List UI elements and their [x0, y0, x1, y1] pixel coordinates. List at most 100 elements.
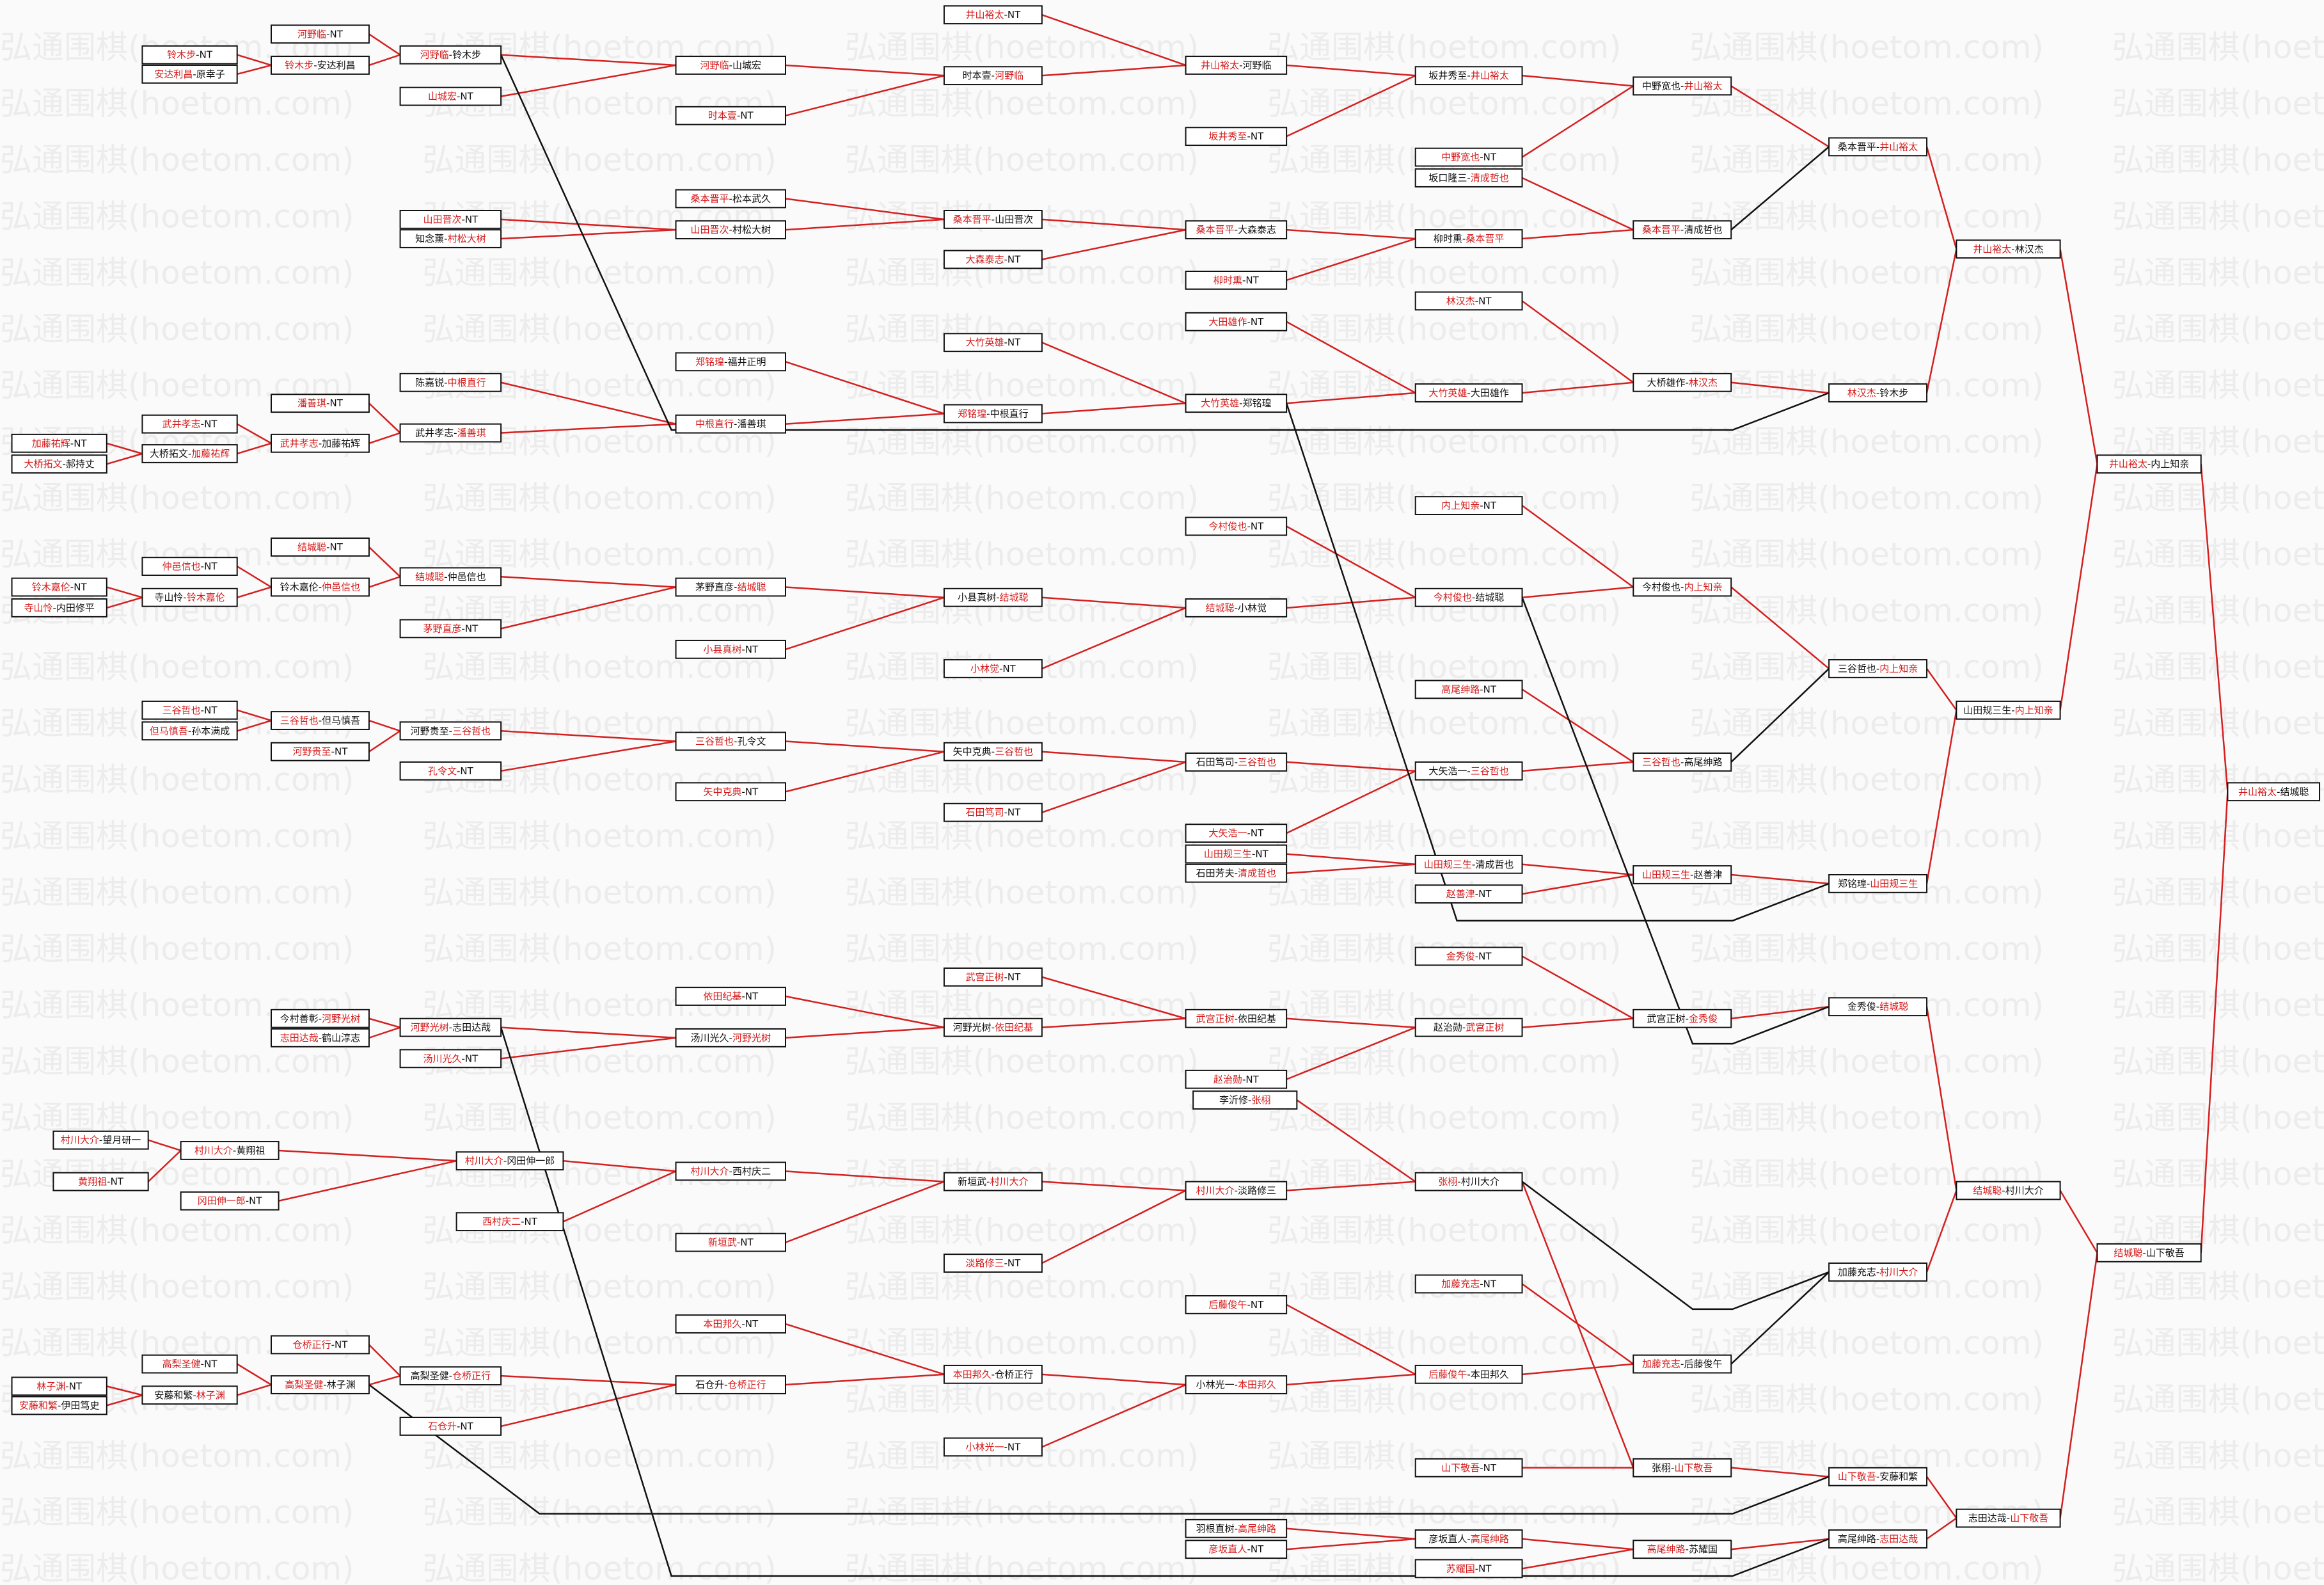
- player-name: NT: [460, 765, 473, 777]
- player-name: 林汉杰: [1446, 295, 1475, 307]
- connector-line: [501, 1374, 676, 1386]
- player-name: -: [70, 438, 74, 449]
- player-name: -: [193, 68, 196, 80]
- match-node: 河野贵至-NT: [271, 742, 370, 761]
- player-name: -: [1247, 316, 1250, 328]
- connector-line: [278, 1159, 457, 1202]
- player-name: 高尾绅路: [1684, 756, 1722, 768]
- connector-line: [1730, 146, 1830, 231]
- player-name: NT: [1008, 1257, 1021, 1269]
- match-node: 林子渊-NT: [11, 1376, 107, 1396]
- player-name: 原幸子: [196, 68, 225, 80]
- match-node: 加藤祐辉-NT: [11, 433, 107, 453]
- connector-line: [1041, 751, 1186, 763]
- watermark-text: 弘通围棋(hoetom.com): [1689, 1325, 2044, 1362]
- match-node: 坂井秀至-NT: [1185, 127, 1288, 147]
- match-box: [141, 64, 238, 84]
- player-name: -: [1467, 1533, 1470, 1545]
- match-node: 石仓升-NT: [399, 1417, 502, 1436]
- match-box: [1414, 1364, 1523, 1384]
- match-label: 李沂修-张栩: [1219, 1094, 1270, 1106]
- connector-line: [785, 1170, 944, 1183]
- player-name: NT: [465, 1053, 478, 1064]
- player-name: 今村俊也: [1434, 592, 1472, 603]
- watermark-text: 弘通围棋(hoetom.com): [845, 874, 1199, 911]
- player-name: 孔令文: [428, 765, 457, 777]
- player-name: -: [2277, 786, 2280, 797]
- player-name: 中野宽也: [1441, 152, 1480, 163]
- player-name: 仓桥正行: [995, 1369, 1033, 1380]
- player-name: -: [992, 214, 995, 225]
- player-name: 仲邑信也: [322, 582, 360, 593]
- match-label: 武井孝志-潘善琪: [415, 427, 486, 439]
- match-box: [1192, 1090, 1298, 1110]
- match-box: [1414, 884, 1523, 904]
- connector-line: [237, 1383, 272, 1396]
- match-node: 林汉杰-铃木步: [1828, 383, 1928, 402]
- match-label: 山田规三生-内上知亲: [1963, 705, 2053, 716]
- player-name: 村川大介: [691, 1165, 729, 1177]
- match-node: 中野宽也-井山裕太: [1632, 76, 1732, 96]
- match-node: 赵治勋-NT: [1185, 1069, 1288, 1089]
- player-name: 结城聪: [737, 582, 766, 593]
- watermark-text: 弘通围棋(hoetom.com): [1267, 1325, 1622, 1362]
- match-label: 安藤和繁-伊田笃史: [19, 1399, 99, 1411]
- player-name: 仓桥正行: [293, 1339, 331, 1350]
- player-name: 汤川光久: [691, 1032, 729, 1044]
- player-name: -: [62, 458, 65, 470]
- watermark-text: 弘通围棋(hoetom.com): [0, 1099, 354, 1136]
- player-name: 小林光一: [965, 1441, 1004, 1453]
- player-name: 河野临: [297, 28, 326, 40]
- match-label: 林子渊-NT: [36, 1380, 83, 1392]
- player-name: 石仓升: [428, 1421, 457, 1432]
- match-label: 赵治勋-武宫正树: [1434, 1022, 1504, 1033]
- player-name: 淡路修三: [965, 1257, 1004, 1269]
- match-node: 石仓升-仓桥正行: [675, 1375, 786, 1394]
- connector-line: [1041, 218, 1186, 231]
- connector-line: [237, 719, 272, 732]
- match-node: 三谷哲也-内上知亲: [1828, 659, 1928, 678]
- match-label: 村川大介-冈田伸一郎: [465, 1155, 555, 1167]
- connector-line: [1286, 75, 1416, 138]
- player-name: -: [1686, 1013, 1689, 1024]
- watermark-text: 弘通围棋(hoetom.com): [845, 367, 1199, 404]
- match-box: [675, 1161, 786, 1181]
- match-label: 桑本晋平-山田晋次: [953, 214, 1033, 225]
- match-node: 河野临-NT: [271, 24, 370, 44]
- match-node: 柳时熏-桑本晋平: [1414, 229, 1523, 248]
- player-name: 山田规三生: [1642, 869, 1690, 880]
- player-name: NT: [204, 1358, 217, 1370]
- connector-line: [1286, 228, 1416, 240]
- player-name: -: [319, 1013, 322, 1024]
- player-name: 结城聪: [415, 571, 444, 582]
- player-name: 汤川光久: [423, 1053, 461, 1064]
- match-label: 加藤充志-NT: [1441, 1278, 1497, 1289]
- player-name: 后藤俊午: [1684, 1358, 1722, 1370]
- player-name: -: [1247, 1543, 1250, 1555]
- watermark-text: 弘通围棋(hoetom.com): [0, 818, 354, 855]
- match-node: 陈嘉锐-中根直行: [399, 372, 502, 392]
- watermark-text: 弘通围棋(hoetom.com): [1267, 310, 1622, 347]
- match-node: 大桥拓文-加藤祐辉: [141, 444, 238, 463]
- match-node: 武井孝志-潘善琪: [399, 423, 502, 443]
- connector-line: [1522, 863, 1634, 876]
- player-name: 大桥拓文: [150, 448, 188, 459]
- watermark-text: 弘通围棋(hoetom.com): [0, 649, 354, 686]
- player-name: 加藤祐辉: [32, 438, 70, 449]
- match-box: [943, 210, 1043, 229]
- player-name: 林汉杰: [2015, 243, 2044, 255]
- connector-line: [1521, 1181, 1830, 1310]
- player-name: 桑本晋平: [1642, 224, 1680, 235]
- match-label: 村川大介-西村庆二: [691, 1165, 771, 1177]
- player-name: -: [1475, 1563, 1478, 1574]
- match-label: 河野光树-志田达哉: [411, 1022, 491, 1033]
- connector-line: [1522, 1548, 1634, 1570]
- player-name: NT: [745, 991, 759, 1002]
- match-node: 大桥拓文-郝持丈: [11, 454, 107, 474]
- match-box: [399, 86, 502, 106]
- player-name: -: [729, 193, 732, 204]
- match-label: 林汉杰-NT: [1446, 295, 1492, 307]
- match-node: 茅野直彦-结城聪: [675, 577, 786, 597]
- watermark-text: 弘通围棋(hoetom.com): [0, 1437, 354, 1474]
- connector-line: [500, 64, 676, 97]
